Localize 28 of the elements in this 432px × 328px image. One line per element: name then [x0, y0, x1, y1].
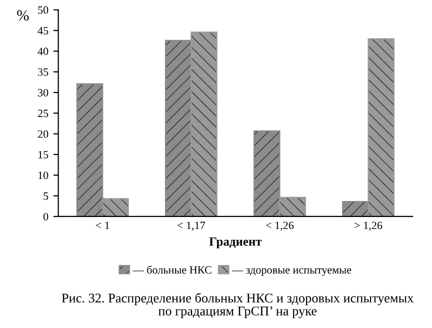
y-tick-label: 40 — [38, 48, 48, 56]
x-tick-label: > 1,26 — [354, 222, 382, 231]
y-tick-label: 0 — [43, 212, 48, 220]
y-tick-label: 10 — [38, 172, 48, 180]
x-tick-label: < 1,17 — [177, 222, 206, 231]
y-tick-label: 35 — [38, 68, 48, 76]
y-tick-label: 5 — [44, 192, 48, 200]
bar — [342, 201, 369, 216]
bar — [190, 32, 218, 216]
y-tick-label: 25 — [38, 110, 48, 118]
bar — [279, 196, 306, 216]
text: Рис. 32. Распределение больных НКС и здоровых испытуемых по градациям ГрСП’ на руке — [62, 292, 414, 318]
x-tick-label: < 1,26 — [266, 222, 294, 231]
bar — [164, 40, 192, 216]
x-tick-label: < 1 — [96, 222, 110, 230]
bar — [368, 38, 395, 216]
x-axis-title: Градиент — [209, 237, 262, 248]
y-tick-label: 30 — [38, 88, 48, 96]
legend-label: — больные НКС — [132, 266, 212, 274]
bar — [76, 83, 104, 216]
y-axis-title: % — [17, 10, 29, 21]
y-tick-label: 45 — [38, 27, 48, 34]
y-tick-label: 20 — [38, 130, 48, 138]
legend-label: — здоровые испытуемые — [232, 268, 352, 276]
y-tick-label: 15 — [38, 151, 48, 158]
bar — [102, 198, 129, 216]
bar — [253, 130, 280, 216]
y-tick-label: 50 — [38, 6, 48, 14]
